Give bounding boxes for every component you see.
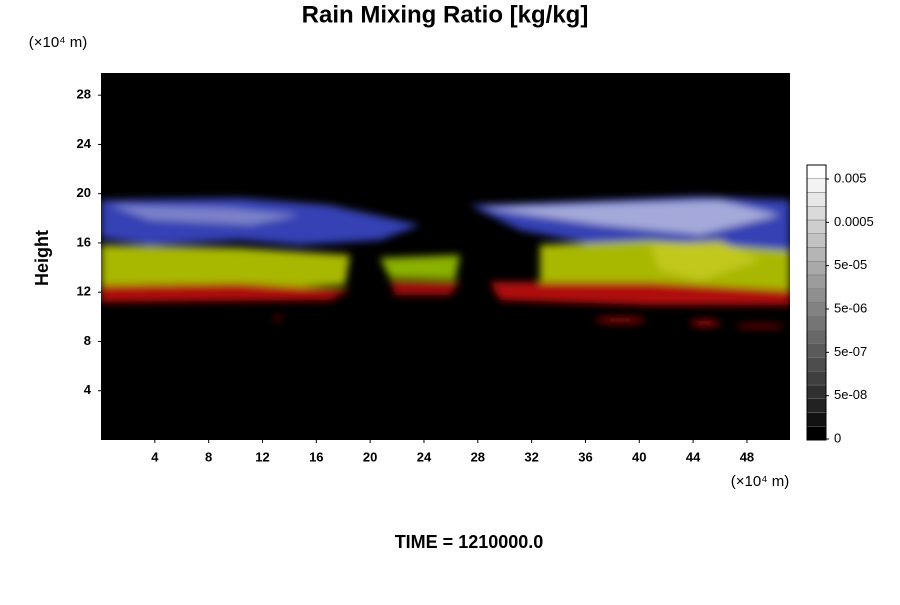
colorbar-tick-label: 0 [834,430,841,445]
x-tick-label: 8 [205,449,212,464]
y-unit: (×10⁴ m) [29,34,88,51]
colorbar-segment [806,178,827,193]
colorbar-segment [806,398,827,413]
colorbar-frame [806,164,827,441]
y-tick-label: 20 [77,185,91,200]
x-tick-label: 48 [740,449,754,464]
colorbar-segment [806,233,827,248]
volume-render [101,196,790,328]
colorbar-tick-label: 0.0005 [834,214,874,229]
colorbar: 0.005 0.0005 5e-05 5e-06 5e-07 5e-08 0 [806,164,874,445]
colorbar-segment [806,274,827,289]
x-tick-label: 28 [471,449,485,464]
x-unit: (×10⁴ m) [731,473,790,490]
x-tick-label: 40 [632,449,646,464]
x-tick-label: 24 [417,449,432,464]
colorbar-segment [806,426,827,441]
x-tick-label: 16 [309,449,323,464]
colorbar-segment [806,316,827,331]
x-tick-label: 44 [686,449,701,464]
colorbar-segment [806,329,827,344]
colorbar-tick-label: 5e-05 [834,257,867,272]
x-tick-label: 20 [363,449,377,464]
colorbar-tick-label: 5e-06 [834,300,867,315]
x-tick-label: 4 [151,449,159,464]
colorbar-segment [806,247,827,262]
colorbar-segment [806,219,827,234]
time-label: TIME = 1210000.0 [395,532,544,552]
colorbar-segment [806,192,827,207]
colorbar-segment [806,357,827,372]
colorbar-segment [806,302,827,317]
colorbar-segment [806,384,827,399]
chart-title: Rain Mixing Ratio [kg/kg] [302,1,589,28]
colorbar-segment [806,371,827,386]
colorbar-segment [806,288,827,303]
colorbar-segment [806,261,827,276]
y-axis-label: Height [32,230,52,286]
y-tick-label: 28 [77,87,91,102]
y-tick-label: 8 [84,333,91,348]
y-tick-label: 16 [77,234,91,249]
y-tick-label: 12 [77,284,91,299]
colorbar-segment [806,164,827,179]
x-tick-label: 36 [578,449,592,464]
colorbar-segment [806,412,827,427]
colorbar-segment [806,206,827,221]
y-tick-label: 4 [84,382,92,397]
colorbar-tick-label: 5e-07 [834,344,867,359]
colorbar-segment [806,343,827,358]
y-tick-label: 24 [77,136,92,151]
x-tick-label: 32 [524,449,538,464]
x-tick-label: 12 [255,449,269,464]
colorbar-tick-label: 0.005 [834,170,867,185]
colorbar-tick-label: 5e-08 [834,387,867,402]
